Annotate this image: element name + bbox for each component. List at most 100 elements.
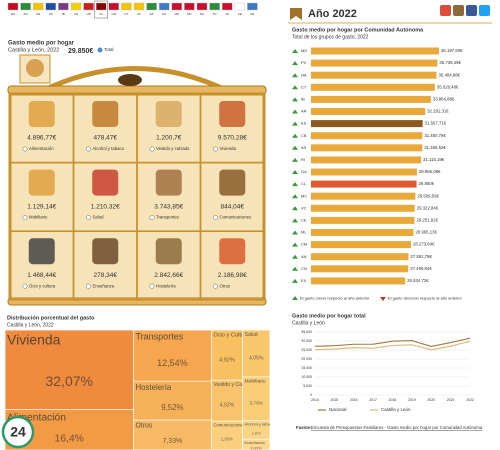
region-code: CN bbox=[301, 266, 307, 271]
treemap-value: 4,05% bbox=[249, 355, 264, 361]
flag bbox=[158, 2, 170, 11]
bar bbox=[311, 277, 406, 285]
flag bbox=[45, 2, 56, 11]
total-radio[interactable] bbox=[97, 47, 103, 53]
region-code: RI bbox=[301, 157, 305, 162]
treemap-rect bbox=[211, 380, 243, 422]
item-radio bbox=[149, 146, 155, 152]
item-label: Alcohol y tabaco bbox=[93, 146, 125, 151]
item-value: 2.186,98€ bbox=[218, 272, 247, 279]
treemap-rect bbox=[5, 330, 134, 410]
share-twitter[interactable] bbox=[479, 5, 490, 16]
treemap-value: 1,6% bbox=[252, 431, 262, 436]
flag bbox=[196, 2, 208, 11]
treemap-cell: Mobiliario 3,78% bbox=[242, 376, 271, 421]
basket-handle bbox=[38, 66, 232, 95]
item-radio bbox=[213, 146, 218, 152]
treemap-name: Alimentación bbox=[7, 412, 66, 423]
bar bbox=[311, 47, 439, 55]
item-label: Transportes bbox=[156, 215, 179, 220]
bar-label: 29.251,91€ bbox=[416, 218, 438, 223]
treemap-rect bbox=[133, 420, 212, 450]
region-code: IB bbox=[301, 96, 305, 101]
trend-arrow bbox=[292, 266, 298, 271]
item-label: Enseñanza bbox=[93, 283, 115, 288]
trend-arrow bbox=[292, 182, 298, 187]
trend-arrow bbox=[292, 85, 298, 90]
y-tick-label: 0 bbox=[310, 393, 312, 397]
bar-label: 36.197,60€ bbox=[441, 48, 463, 53]
treemap-value: 3,78% bbox=[249, 401, 264, 407]
trend-arrow bbox=[292, 230, 298, 235]
flag-code: MC bbox=[187, 12, 192, 16]
item-value: 9.570,28€ bbox=[218, 135, 247, 142]
trend-arrow bbox=[292, 61, 298, 66]
item-value: 1.468,44€ bbox=[27, 272, 56, 279]
bar-title: Gasto medio por hogar por Comunidad Autó… bbox=[292, 27, 424, 33]
region-code: PV bbox=[301, 60, 307, 65]
share-facebook[interactable] bbox=[466, 5, 477, 16]
treemap-name: Otros bbox=[135, 423, 152, 430]
treemap-value: 4,92% bbox=[219, 358, 235, 364]
region-code: ES bbox=[301, 121, 307, 126]
item-icon bbox=[155, 238, 182, 265]
bar bbox=[311, 156, 422, 164]
item-icon bbox=[28, 101, 55, 127]
trend-arrow bbox=[292, 218, 298, 223]
treemap-cell: Vestido y Calzado 4,02% bbox=[211, 380, 243, 422]
bar-label: 31.567,71€ bbox=[425, 121, 447, 126]
flag-code: EX bbox=[150, 12, 154, 16]
region-code: GA bbox=[301, 169, 307, 174]
flag bbox=[221, 2, 233, 11]
bar-label: 31.115,19€ bbox=[423, 157, 445, 162]
basket-icon-fill bbox=[26, 59, 44, 77]
treemap-value: 2,83% bbox=[221, 437, 233, 442]
treemap-rect bbox=[133, 330, 212, 382]
x-tick-label: 2015 bbox=[330, 398, 338, 402]
treemap-value: 16,4% bbox=[55, 434, 84, 445]
flag bbox=[234, 2, 246, 11]
charts: ES AN AR AS IB CN CB CL CM CT VC EX GA MD MC NC PV RI CE ML… bbox=[5, 0, 474, 450]
item-icon bbox=[92, 238, 119, 265]
item-radio bbox=[22, 146, 28, 152]
treemap-cell: Hostelería 9,52% bbox=[133, 381, 212, 421]
flag bbox=[20, 2, 31, 11]
flag-code: GA bbox=[162, 12, 166, 16]
line-subtitle: Castilla y León bbox=[292, 320, 325, 326]
y-tick-label: 20.000 bbox=[301, 357, 312, 361]
trend-arrow bbox=[292, 133, 298, 138]
treemap-rect bbox=[211, 421, 243, 450]
share-print[interactable] bbox=[453, 5, 464, 16]
item-value: 4.896,77€ bbox=[27, 135, 56, 142]
source-link[interactable]: Encuesta de Presupuestos Familiares - Ga… bbox=[311, 425, 483, 430]
source-prefix: Fuente: bbox=[296, 425, 312, 430]
bar-label: 28.273,64€ bbox=[413, 242, 435, 247]
region-code: AR bbox=[301, 109, 307, 114]
x-tick-label: 2018 bbox=[389, 398, 397, 402]
bar-label: 35.736,49€ bbox=[439, 60, 461, 65]
flag-code: PV bbox=[213, 12, 217, 16]
item-radio bbox=[22, 283, 28, 289]
y-tick-label: 30.000 bbox=[301, 339, 312, 343]
bar-label: 27.552,78€ bbox=[410, 254, 432, 259]
header-title: Año 2022 bbox=[308, 8, 357, 20]
item-value: 278,34€ bbox=[94, 272, 118, 279]
region-code: EX bbox=[301, 278, 307, 283]
item-icon bbox=[155, 169, 182, 196]
treemap-rect bbox=[133, 381, 212, 421]
treemap-name: Hostelería bbox=[135, 383, 171, 392]
treemap-value: 12,54% bbox=[157, 358, 188, 368]
treemap-value: 32,07% bbox=[45, 373, 92, 389]
trend-arrow bbox=[292, 73, 298, 78]
y-tick-label: 35.000 bbox=[301, 330, 312, 334]
region-code: AS bbox=[301, 145, 307, 150]
y-tick-label: 5.000 bbox=[303, 384, 312, 388]
item-radio bbox=[86, 146, 91, 152]
bar bbox=[311, 83, 435, 91]
flag bbox=[184, 2, 195, 11]
treemap-rect bbox=[242, 420, 271, 440]
item-radio bbox=[213, 215, 218, 221]
legend-label: El gasto creció respecto al año anterior bbox=[300, 296, 370, 301]
share-gplus[interactable] bbox=[440, 5, 451, 16]
treemap-value: 4,02% bbox=[220, 403, 235, 409]
